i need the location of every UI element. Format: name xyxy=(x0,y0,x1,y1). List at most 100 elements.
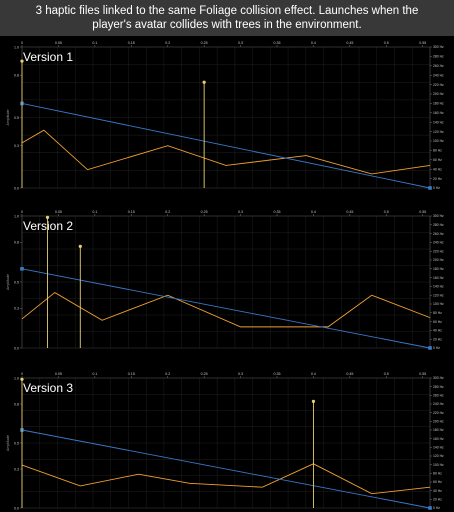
y2-tick-label: 40 Hz xyxy=(433,167,442,171)
x-tick-label: 0.05 xyxy=(55,210,62,214)
y2-tick-label: 220 Hz xyxy=(433,411,444,415)
transient-point xyxy=(78,244,82,248)
y2-tick-label: 280 Hz xyxy=(433,223,444,227)
frequency-line xyxy=(21,429,431,509)
x-tick-label: 0.4 xyxy=(311,372,316,376)
x-tick-label: 0.3 xyxy=(238,372,243,376)
y2-tick-label: 300 Hz xyxy=(433,45,444,49)
chart-svg-2: 0 0.05 0.1 0.15 0.2 0.25 0.3 0.35 0.4 0.45 0.5 0.55… xyxy=(6,210,444,350)
caption-line-2: player's avatar collides with trees in t… xyxy=(92,19,362,31)
chart-svg-3: 0 0.05 0.1 0.15 0.2 0.25 0.3 0.35 0.4 0.45 0.5 0.55… xyxy=(6,372,444,510)
y-tick-label: 0.5 xyxy=(14,441,19,445)
x-tick-label: 0.2 xyxy=(165,372,170,376)
x-tick-label: 0.15 xyxy=(128,41,135,45)
chart-title: Version 3 xyxy=(23,381,73,395)
frequency-line xyxy=(21,268,431,349)
chart-panel-3: 0 0.05 0.1 0.15 0.2 0.25 0.3 0.35 0.4 0.45 0.5 0.55… xyxy=(0,368,454,512)
y2-tick-label: 280 Hz xyxy=(433,55,444,59)
frequency-line xyxy=(21,102,431,189)
y-tick-label: 1.0 xyxy=(14,214,19,218)
y2-tick-label: 80 Hz xyxy=(433,311,442,315)
y2-tick-label: 220 Hz xyxy=(433,249,444,253)
y2-tick-label: 200 Hz xyxy=(433,258,444,262)
y2-tick-label: 200 Hz xyxy=(433,420,444,424)
x-tick-label: 0 xyxy=(21,41,23,45)
y2-tick-label: 240 Hz xyxy=(433,402,444,406)
x-tick-label: 0.5 xyxy=(384,372,389,376)
amplitude-line xyxy=(21,129,431,175)
y2-tick-label: 60 Hz xyxy=(433,320,442,324)
chart-title: Version 2 xyxy=(23,219,73,233)
frequency-point xyxy=(428,506,432,510)
x-tick-label: 0.1 xyxy=(92,41,97,45)
transient-point xyxy=(202,80,206,84)
x-tick-label: 0.2 xyxy=(165,210,170,214)
y2-tick-label: 160 Hz xyxy=(433,111,444,115)
x-tick-label: 0.25 xyxy=(201,41,208,45)
y-tick-label: 0.5 xyxy=(14,280,19,284)
x-tick-label: 0.55 xyxy=(419,41,426,45)
amplitude-line xyxy=(21,292,431,328)
y2-tick-label: 300 Hz xyxy=(433,376,444,380)
x-tick-label: 0.45 xyxy=(346,372,353,376)
y2-tick-label: 100 Hz xyxy=(433,302,444,306)
y2-tick-label: 180 Hz xyxy=(433,102,444,106)
frequency-point xyxy=(428,346,432,350)
y2-tick-label: 20 Hz xyxy=(433,177,442,181)
y2-tick-label: 100 Hz xyxy=(433,139,444,143)
y2-tick-label: 120 Hz xyxy=(433,293,444,297)
x-tick-label: 0.1 xyxy=(92,210,97,214)
chart-panel-2: 0 0.05 0.1 0.15 0.2 0.25 0.3 0.35 0.4 0.45 0.5 0.55… xyxy=(0,206,454,354)
caption-banner: 3 haptic files linked to the same Foliag… xyxy=(0,0,454,36)
y-tick-label: 0.0 xyxy=(14,186,19,190)
y-tick-label: 1.0 xyxy=(14,45,19,49)
y2-tick-label: 260 Hz xyxy=(433,232,444,236)
y-tick-label: 0.8 xyxy=(14,241,19,245)
y2-tick-label: 0 Hz xyxy=(433,186,440,190)
y2-tick-label: 0 Hz xyxy=(433,506,440,510)
x-tick-label: 0.35 xyxy=(274,210,281,214)
x-tick-label: 0.1 xyxy=(92,372,97,376)
transient-point xyxy=(311,399,316,403)
y2-tick-label: 160 Hz xyxy=(433,437,444,441)
y2-tick-label: 20 Hz xyxy=(433,498,442,502)
x-tick-label: 0.55 xyxy=(419,210,426,214)
y2-tick-label: 120 Hz xyxy=(433,130,444,134)
y2-tick-label: 20 Hz xyxy=(433,337,442,341)
caption-line-1: 3 haptic files linked to the same Foliag… xyxy=(35,5,419,17)
y-tick-label: 0.0 xyxy=(14,346,19,350)
y-axis-title: Amplitude xyxy=(6,110,10,126)
y-tick-label: 0.8 xyxy=(14,402,19,406)
y-tick-label: 0.5 xyxy=(14,116,19,120)
y2-tick-label: 280 Hz xyxy=(433,385,444,389)
x-tick-label: 0.5 xyxy=(384,41,389,45)
y2-tick-label: 120 Hz xyxy=(433,454,444,458)
x-tick-label: 0.4 xyxy=(311,41,316,45)
y-tick-label: 0.3 xyxy=(14,144,19,148)
y-tick-label: 0.3 xyxy=(14,467,19,471)
x-tick-label: 0.45 xyxy=(346,41,353,45)
x-tick-label: 0.2 xyxy=(165,41,170,45)
x-tick-label: 0.15 xyxy=(128,210,135,214)
y2-tick-label: 240 Hz xyxy=(433,241,444,245)
x-tick-label: 0.05 xyxy=(55,372,62,376)
chart-svg-1: 0 0.05 0.1 0.15 0.2 0.25 0.3 0.35 0.4 0.45 0.5 0.55… xyxy=(6,41,444,190)
y2-tick-label: 40 Hz xyxy=(433,329,442,333)
x-tick-label: 0.25 xyxy=(201,210,208,214)
y2-tick-label: 160 Hz xyxy=(433,276,444,280)
x-tick-label: 0.5 xyxy=(384,210,389,214)
y2-tick-label: 100 Hz xyxy=(433,463,444,467)
x-tick-label: 0.3 xyxy=(238,41,243,45)
x-tick-label: 0.3 xyxy=(238,210,243,214)
y2-tick-label: 180 Hz xyxy=(433,267,444,271)
y2-tick-label: 80 Hz xyxy=(433,472,442,476)
y-tick-label: 1.0 xyxy=(14,376,19,380)
y2-tick-label: 140 Hz xyxy=(433,285,444,289)
y2-tick-label: 40 Hz xyxy=(433,489,442,493)
y2-tick-label: 0 Hz xyxy=(433,346,440,350)
amplitude-line xyxy=(21,463,431,495)
y2-tick-label: 260 Hz xyxy=(433,64,444,68)
y2-tick-label: 80 Hz xyxy=(433,149,442,153)
x-tick-label: 0 xyxy=(21,210,23,214)
x-tick-label: 0.35 xyxy=(274,41,281,45)
